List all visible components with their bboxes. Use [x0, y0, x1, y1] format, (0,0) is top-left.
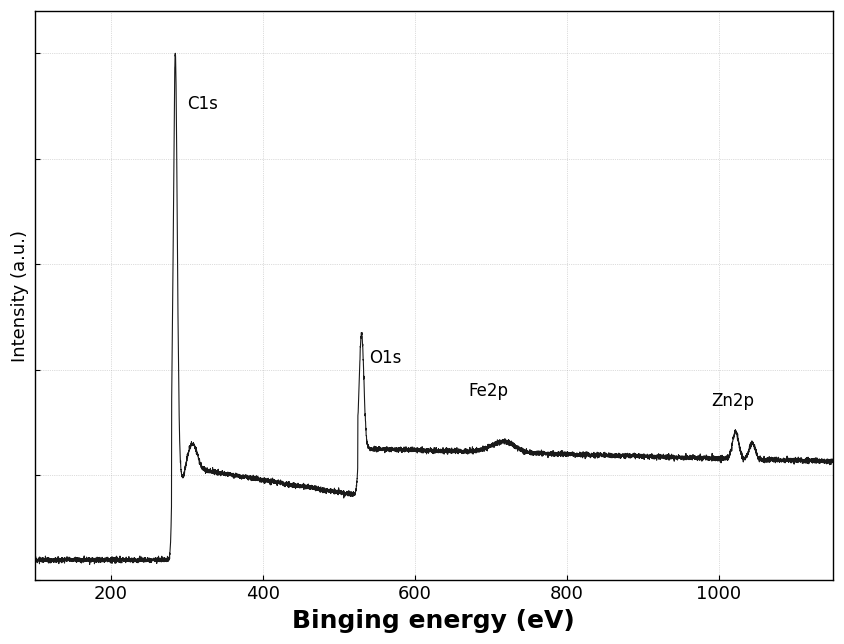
Text: Fe2p: Fe2p [468, 382, 508, 400]
Text: O1s: O1s [369, 349, 402, 367]
Text: C1s: C1s [187, 95, 218, 113]
Text: Zn2p: Zn2p [711, 392, 755, 410]
X-axis label: Binging energy (eV): Binging energy (eV) [292, 609, 575, 633]
Y-axis label: Intensity (a.u.): Intensity (a.u.) [11, 230, 29, 362]
